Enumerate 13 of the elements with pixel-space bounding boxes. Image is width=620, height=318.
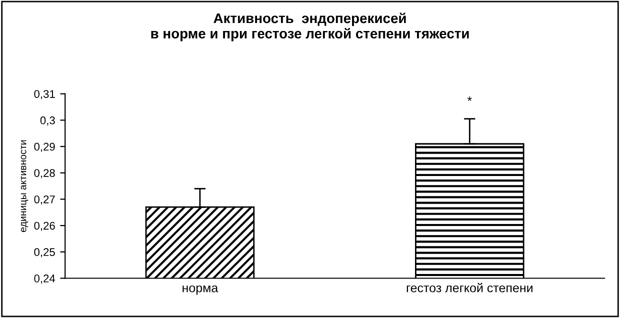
- y-tick-label: 0,31: [34, 90, 55, 100]
- x-tick-label: гестоз легкой степени: [406, 282, 532, 292]
- chart-title: Активность эндоперекисей в норме и при гестозе легкой степени тяжести: [151, 12, 469, 42]
- y-axis-title: единицы активности: [20, 140, 28, 232]
- y-tick-label: 0,28: [34, 169, 55, 178]
- y-tick-label: 0,29: [34, 142, 55, 152]
- y-tick-label: 0,3: [40, 116, 55, 126]
- y-tick-label: 0,27: [34, 195, 55, 205]
- y-tick-label: 0,25: [34, 248, 55, 258]
- y-tick-label: 0,26: [34, 222, 55, 231]
- annotation: *: [467, 96, 472, 101]
- x-tick-label: норма: [182, 285, 218, 295]
- y-tick-label: 0,24: [34, 274, 56, 284]
